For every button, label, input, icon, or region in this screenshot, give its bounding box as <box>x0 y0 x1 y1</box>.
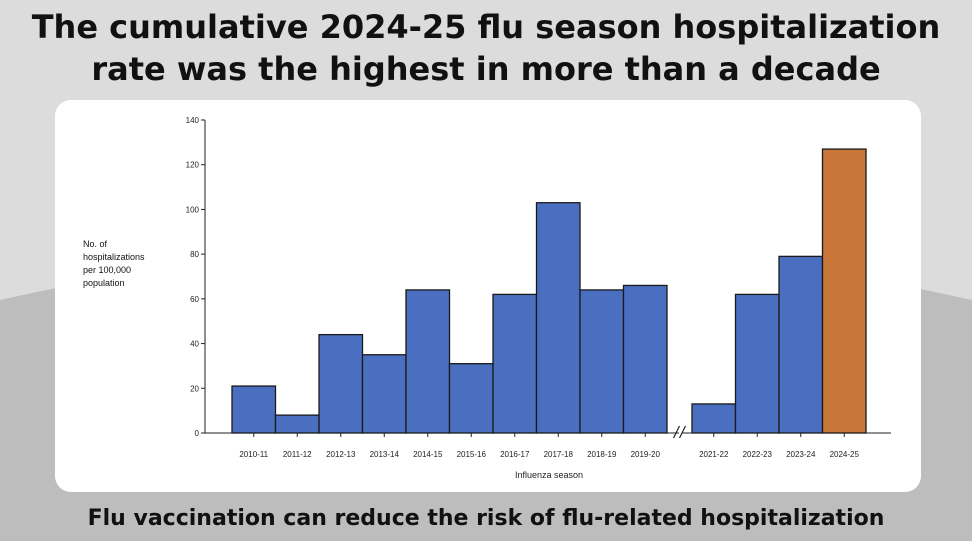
footer-message: Flu vaccination can reduce the risk of f… <box>87 506 885 531</box>
bar-2018-19 <box>579 289 625 434</box>
x-tick-label: 2015-16 <box>457 450 487 459</box>
x-tick-label: 2013-14 <box>370 450 400 459</box>
y-tick-label: 40 <box>190 340 199 349</box>
x-tick-label: 2012-13 <box>326 450 356 459</box>
x-tick-label: 2022-23 <box>743 450 773 459</box>
y-axis-label: No. of hospitalizations per 100,000 popu… <box>83 238 193 290</box>
bar-2013-14 <box>361 354 407 434</box>
x-tick-label: 2018-19 <box>587 450 617 459</box>
y-tick-label: 120 <box>186 161 200 170</box>
y-tick-label: 0 <box>195 429 200 438</box>
axis-break-mark <box>678 425 687 439</box>
x-tick-label: 2023-24 <box>786 450 816 459</box>
x-tick-label: 2011-12 <box>283 450 312 459</box>
y-tick-label: 100 <box>186 205 200 214</box>
bar-2023-24 <box>778 255 824 434</box>
y-tick-label: 20 <box>190 384 199 393</box>
x-tick-label: 2017-18 <box>544 450 574 459</box>
bar-highlight-2024-25 <box>821 148 867 434</box>
headline: The cumulative 2024-25 flu season hospit… <box>0 6 972 90</box>
bar-2022-23 <box>734 293 780 434</box>
y-axis-label-line: per 100,000 <box>83 265 132 275</box>
x-tick-label: 2010-11 <box>239 450 268 459</box>
y-tick-label: 80 <box>190 250 199 259</box>
bar-2019-20 <box>622 284 668 434</box>
bar-2010-11 <box>231 385 277 434</box>
x-tick-label: 2024-25 <box>830 450 860 459</box>
bar-2021-22 <box>691 403 737 434</box>
x-tick-label: 2021-22 <box>699 450 729 459</box>
y-tick-label: 60 <box>190 295 199 304</box>
bar-2014-15 <box>405 289 451 434</box>
headline-line-1: The cumulative 2024-25 flu season hospit… <box>31 8 941 46</box>
bar-2016-17 <box>492 293 538 434</box>
x-axis-title: Influenza season <box>515 470 583 480</box>
y-axis-label-line: hospitalizations <box>83 252 145 262</box>
x-tick-label: 2019-20 <box>631 450 661 459</box>
y-tick-label: 140 <box>186 116 200 125</box>
x-tick-label: 2016-17 <box>500 450 530 459</box>
x-tick-label: 2014-15 <box>413 450 443 459</box>
bar-2012-13 <box>318 333 364 434</box>
y-axis-label-line: No. of <box>83 239 108 249</box>
headline-line-2: rate was the highest in more than a deca… <box>91 50 881 88</box>
bar-2015-16 <box>448 363 494 434</box>
axis-break-mark <box>672 425 681 439</box>
y-axis-label-line: population <box>83 278 125 288</box>
bar-2011-12 <box>274 414 320 434</box>
bar-2017-18 <box>535 202 581 434</box>
